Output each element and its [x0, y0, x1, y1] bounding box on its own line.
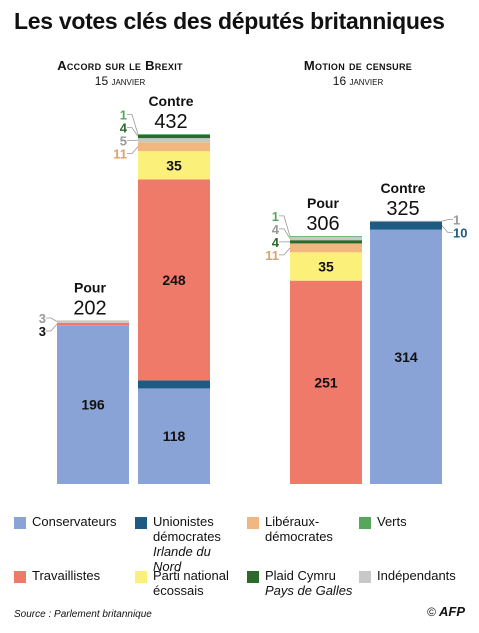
bar-segment-ind	[290, 236, 362, 241]
callout-leader-line	[279, 247, 291, 256]
segment-callout-label: 5	[120, 134, 127, 149]
legend-label: Travaillistes	[32, 568, 101, 583]
bar-segment-lab	[57, 322, 129, 326]
legend-swatch	[14, 517, 26, 529]
bar-segment-grn	[290, 236, 362, 237]
bar-total-label: 202	[73, 297, 106, 319]
segment-callout-label: 4	[272, 235, 280, 250]
chart-brexit-header: Accord sur le Brexit 15 janvier	[20, 58, 220, 88]
callout-leader-line	[46, 323, 58, 332]
bar-segment-ind	[57, 320, 129, 323]
legend-item-verts: Verts	[359, 514, 407, 529]
legend-swatch	[14, 571, 26, 583]
segment-value-label: 251	[314, 374, 338, 390]
legend-item-travaillistes: Travaillistes	[14, 568, 100, 583]
bar-segment-snp	[290, 252, 362, 281]
chart-censure-header: Motion de censure 16 janvier	[258, 58, 458, 88]
legend-label: Conservateurs	[32, 514, 117, 529]
legend-item-independants: Indépendants	[359, 568, 456, 583]
bar-category-label: Pour	[307, 195, 339, 211]
legend-label: Indépendants	[377, 568, 456, 583]
segment-value-label: 35	[166, 157, 182, 173]
callout-leader-line	[127, 114, 139, 135]
legend-label: Unionistes démocrates	[153, 514, 221, 544]
bar-segment-lab	[138, 179, 210, 381]
bar-segment-lab	[290, 280, 362, 484]
page-title: Les votes clés des députés britanniques	[14, 8, 445, 34]
segment-value-label: 248	[162, 272, 186, 288]
bar-segment-ind	[138, 138, 210, 143]
bar-total-label: 432	[154, 111, 187, 133]
legend-sub: Irlande du Nord	[153, 544, 211, 574]
segment-callout-label: 10	[453, 226, 467, 241]
segment-callout-label: 1	[272, 209, 279, 224]
legend-label: Parti national écossais	[153, 568, 229, 598]
bar-category-label: Pour	[74, 279, 106, 295]
bar-segment-grn	[138, 134, 210, 135]
segment-callout-label: 11	[113, 147, 127, 162]
votes-chart: 19633Pour2021182483511541Contre432251351…	[39, 93, 467, 484]
callout-leader-line	[279, 215, 291, 237]
bar-segment-dup	[138, 380, 210, 389]
legend-label: Libéraux-démocrates	[265, 514, 333, 544]
bar-segment-ld	[290, 243, 362, 253]
afp-credit: © AFP	[427, 604, 465, 619]
segment-value-label: 196	[81, 397, 105, 413]
afp-logo: AFP	[439, 604, 465, 619]
bar-segment-con	[370, 229, 442, 484]
segment-callout-label: 11	[265, 248, 279, 263]
legend-label: Plaid Cymru	[265, 568, 336, 583]
bar-segment-pc	[138, 134, 210, 139]
chart-brexit-title: Accord sur le Brexit	[57, 58, 183, 73]
segment-callout-label: 3	[39, 311, 46, 326]
legend-swatch	[135, 517, 147, 529]
legend-label: Verts	[377, 514, 407, 529]
segment-callout-label: 4	[272, 222, 280, 237]
segment-value-label: 314	[394, 349, 418, 365]
callout-leader-line	[441, 225, 453, 234]
callout-leader-line	[127, 127, 139, 137]
legend-swatch	[135, 571, 147, 583]
legend-item-liberaux: Libéraux-démocrates	[247, 514, 357, 544]
legend-swatch	[247, 571, 259, 583]
bar-category-label: Contre	[380, 180, 425, 196]
chart-brexit-date: 15 janvier	[94, 74, 146, 88]
callout-leader-line	[441, 219, 453, 222]
bar-category-label: Contre	[148, 93, 193, 109]
legend-item-snp: Parti national écossais	[135, 568, 245, 598]
bar-segment-ind	[370, 220, 442, 222]
bar-segment-dup	[370, 221, 442, 230]
legend-sub: Pays de Galles	[265, 583, 353, 598]
bar-segment-snp	[138, 151, 210, 180]
callout-leader-line	[46, 317, 58, 322]
segment-callout-label: 3	[39, 324, 46, 339]
segment-value-label: 35	[318, 259, 334, 275]
chart-censure-title: Motion de censure	[303, 58, 413, 73]
bar-segment-con	[57, 325, 129, 484]
bar-segment-pc	[290, 240, 362, 244]
bar-total-label: 325	[386, 198, 419, 220]
copyright-symbol: ©	[427, 604, 436, 619]
chart-censure-date: 16 janvier	[332, 74, 384, 88]
segment-callout-label: 1	[453, 213, 460, 228]
bar-total-label: 306	[306, 213, 339, 235]
bar-segment-con	[138, 388, 210, 484]
bar-segment-ld	[138, 142, 210, 152]
segment-value-label: 118	[163, 428, 186, 444]
source-note: Source : Parlement britannique	[14, 609, 152, 620]
legend-item-unionistes: Unionistes démocrates Irlande du Nord	[135, 514, 240, 574]
callout-leader-line	[279, 228, 291, 239]
segment-callout-label: 4	[120, 121, 128, 136]
legend-swatch	[359, 571, 371, 583]
callout-leader-line	[127, 146, 139, 155]
legend-item-plaid-cymru: Plaid Cymru Pays de Galles	[247, 568, 352, 598]
legend-item-conservateurs: Conservateurs	[14, 514, 117, 529]
legend-swatch	[247, 517, 259, 529]
segment-callout-label: 1	[120, 108, 127, 123]
legend-swatch	[359, 517, 371, 529]
